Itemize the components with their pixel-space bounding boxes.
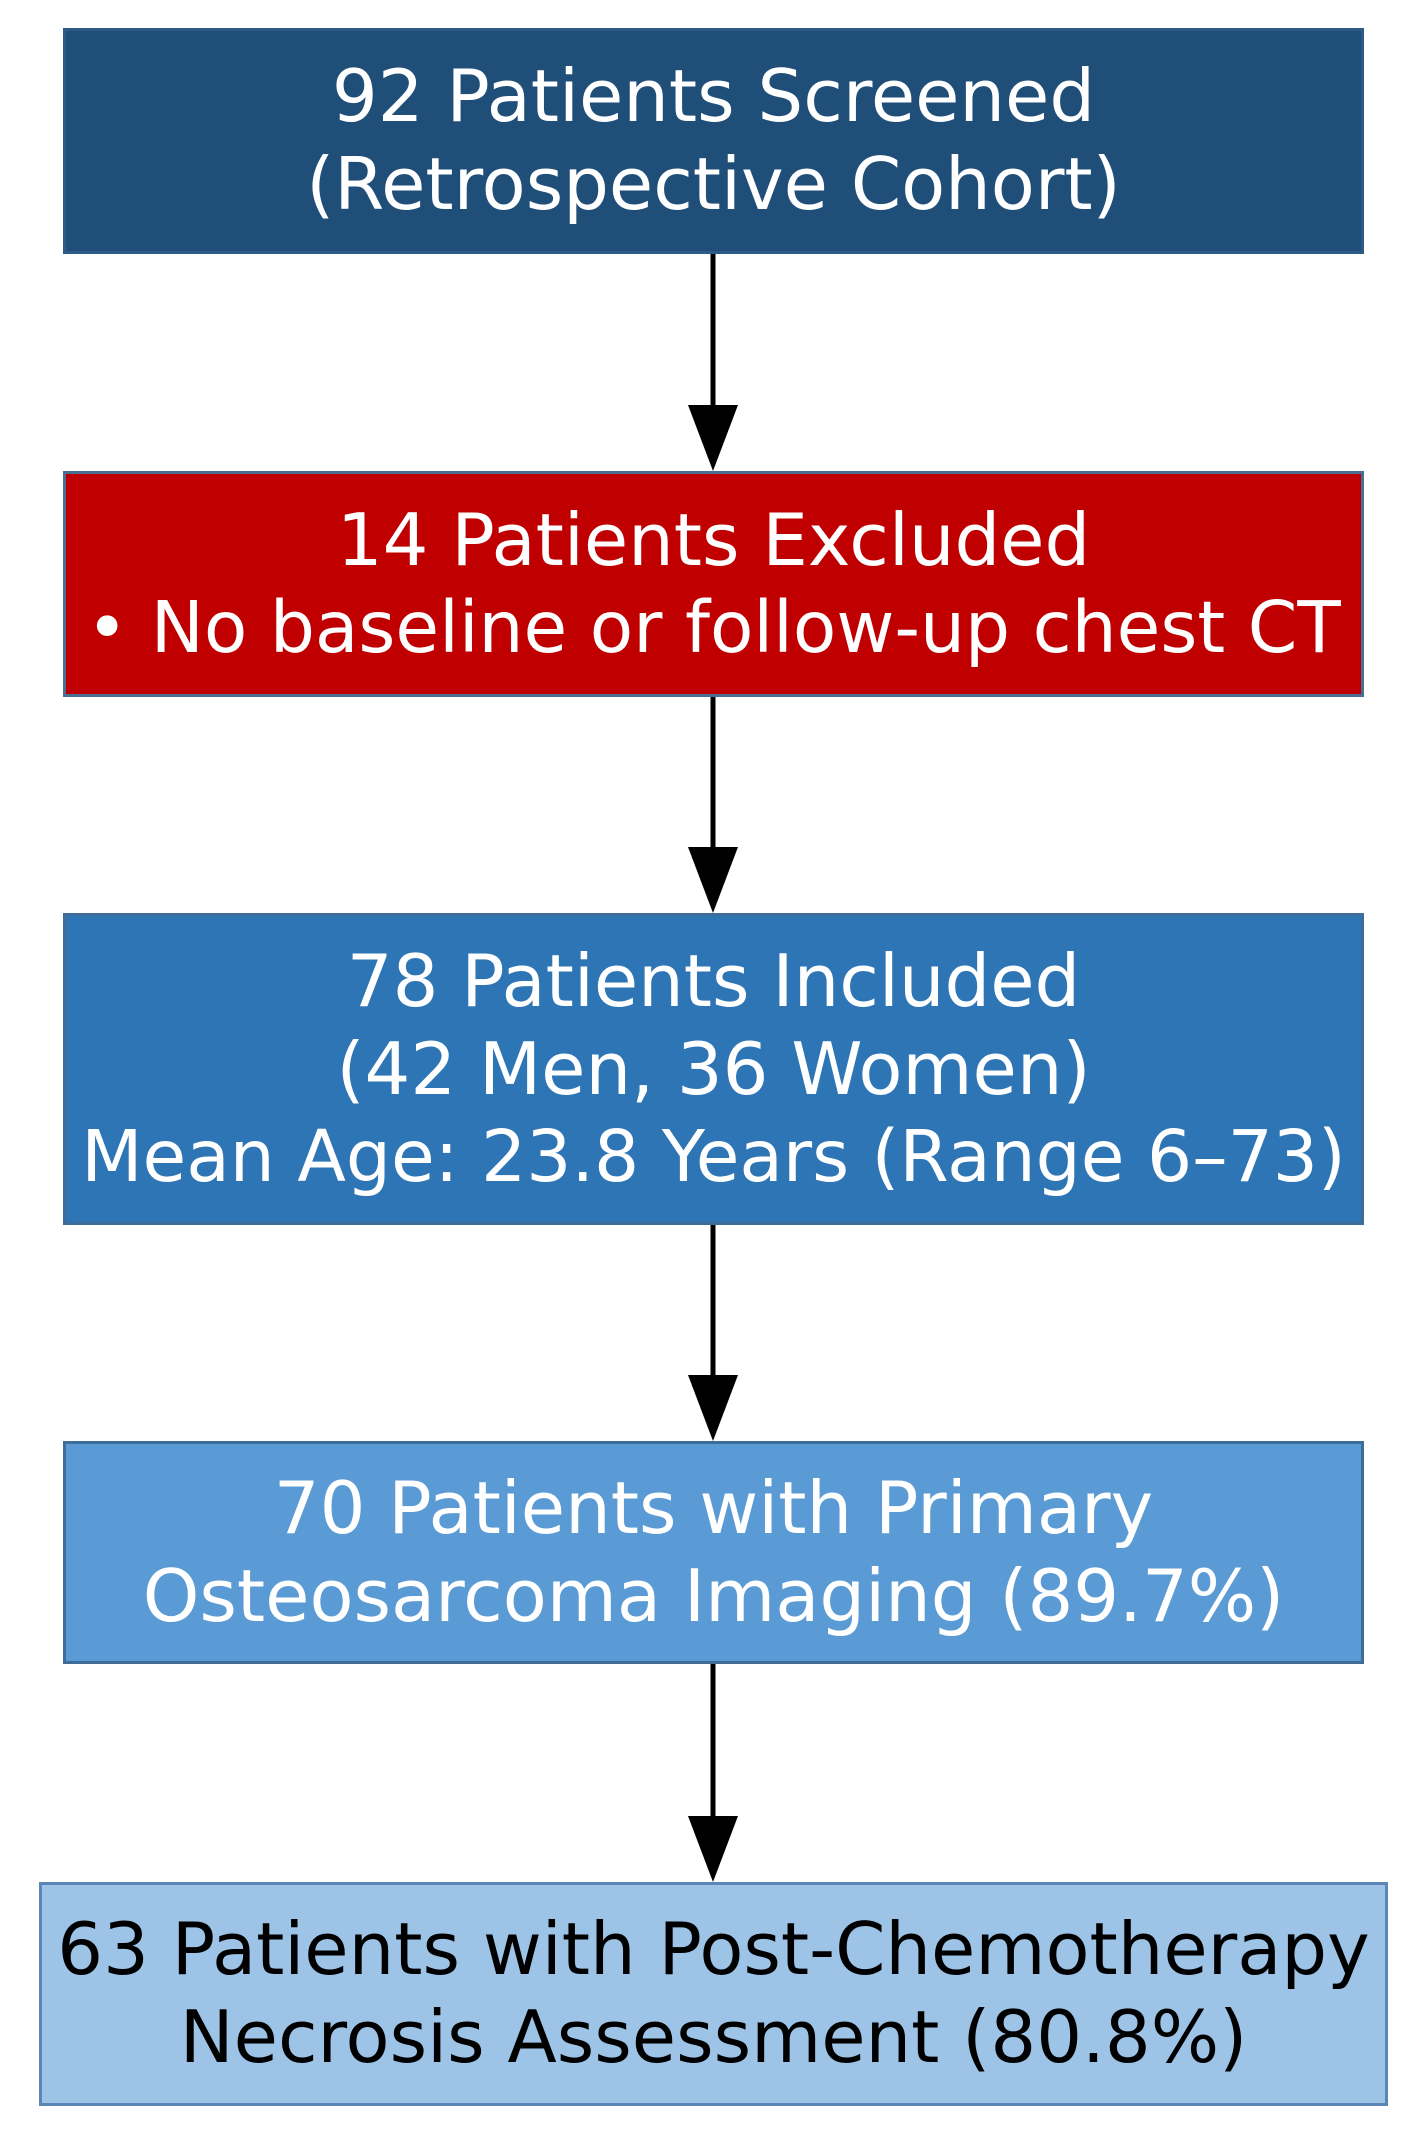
excluded-count-label: 14 Patients Excluded — [336, 497, 1091, 582]
screened-box: 92 Patients Screened (Retrospective Coho… — [63, 28, 1364, 254]
excluded-box: 14 Patients Excluded • No baseline or fo… — [63, 471, 1364, 697]
primary-imaging-line-2: Osteosarcoma Imaging (89.7%) — [142, 1553, 1285, 1638]
necrosis-assessment-box: 63 Patients with Post-Chemotherapy Necro… — [39, 1882, 1388, 2106]
exclusion-reason: • No baseline or follow-up chest CT — [86, 585, 1341, 669]
necrosis-assessment-line-1: 63 Patients with Post-Chemotherapy — [57, 1907, 1370, 1992]
screened-cohort-label: (Retrospective Cohort) — [306, 142, 1121, 226]
arrow-primary-imaging-to-necrosis-assessment — [688, 1664, 738, 1882]
arrow-included-to-primary-imaging — [688, 1225, 738, 1441]
included-sex-split: (42 Men, 36 Women) — [336, 1026, 1091, 1111]
primary-imaging-box: 70 Patients with Primary Osteosarcoma Im… — [63, 1441, 1364, 1664]
arrow-screened-to-excluded — [688, 254, 738, 471]
screened-count-label: 92 Patients Screened — [331, 54, 1096, 139]
arrow-excluded-to-included — [688, 697, 738, 913]
primary-imaging-line-1: 70 Patients with Primary — [273, 1465, 1154, 1550]
included-box: 78 Patients Included (42 Men, 36 Women) … — [63, 913, 1364, 1225]
included-mean-age: Mean Age: 23.8 Years (Range 6–73) — [81, 1114, 1346, 1198]
included-count-label: 78 Patients Included — [346, 938, 1081, 1023]
necrosis-assessment-line-2: Necrosis Assessment (80.8%) — [179, 1995, 1248, 2079]
